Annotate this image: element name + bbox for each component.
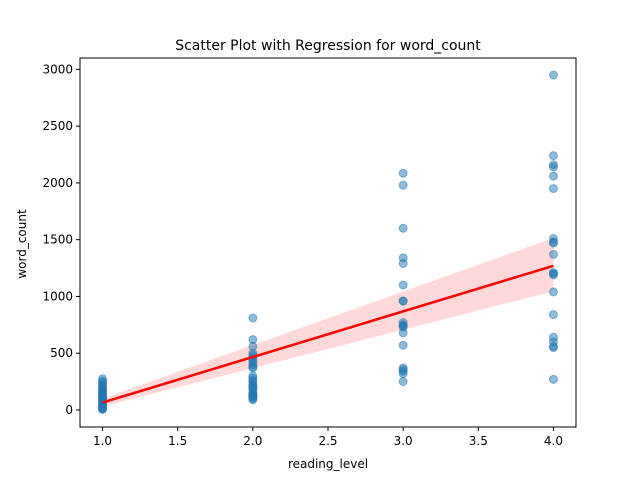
data-point bbox=[398, 180, 408, 190]
x-axis-ticks: 1.0 1.5 2.0 2.5 3.0 3.5 4.0 bbox=[93, 427, 563, 448]
data-point bbox=[248, 363, 258, 373]
x-tick-label: 2.5 bbox=[318, 434, 337, 448]
confidence-band bbox=[102, 237, 554, 407]
plot-frame bbox=[79, 57, 577, 428]
confidence-band-layer bbox=[102, 237, 554, 407]
data-point bbox=[548, 343, 558, 353]
data-point bbox=[398, 259, 408, 269]
data-point bbox=[398, 168, 408, 178]
y-tick-label: 1000 bbox=[42, 289, 73, 303]
data-point bbox=[398, 280, 408, 290]
x-tick-label: 3.5 bbox=[469, 434, 488, 448]
data-point bbox=[398, 223, 408, 233]
data-point bbox=[548, 249, 558, 259]
y-tick-label: 0 bbox=[65, 403, 73, 417]
y-axis-label: word_count bbox=[15, 209, 29, 279]
data-point bbox=[548, 70, 558, 80]
x-axis-label: reading_level bbox=[288, 457, 368, 471]
data-point bbox=[398, 296, 408, 306]
x-tick-label: 2.0 bbox=[243, 434, 262, 448]
x-tick-label: 1.5 bbox=[168, 434, 187, 448]
y-tick-label: 500 bbox=[50, 346, 73, 360]
regression-line bbox=[102, 264, 554, 404]
y-tick-label: 3000 bbox=[42, 62, 73, 76]
data-point bbox=[398, 377, 408, 387]
data-point bbox=[548, 270, 558, 280]
data-point bbox=[548, 151, 558, 161]
data-point bbox=[548, 184, 558, 194]
data-point bbox=[548, 171, 558, 181]
x-tick-label: 1.0 bbox=[93, 434, 112, 448]
data-point bbox=[248, 395, 258, 405]
data-point bbox=[548, 374, 558, 384]
data-point bbox=[548, 310, 558, 320]
y-tick-label: 1500 bbox=[42, 233, 73, 247]
data-point bbox=[548, 287, 558, 297]
data-point bbox=[248, 313, 258, 323]
data-points-layer bbox=[98, 70, 558, 414]
x-tick-label: 4.0 bbox=[544, 434, 563, 448]
data-point bbox=[398, 340, 408, 350]
data-point bbox=[548, 237, 558, 247]
chart-title: Scatter Plot with Regression for word_co… bbox=[175, 38, 481, 54]
data-point bbox=[548, 162, 558, 172]
data-point bbox=[98, 404, 108, 414]
y-tick-label: 2500 bbox=[42, 119, 73, 133]
x-tick-label: 3.0 bbox=[394, 434, 413, 448]
data-point bbox=[398, 369, 408, 379]
regression-line-layer bbox=[102, 264, 554, 404]
data-point bbox=[398, 322, 408, 332]
y-axis-ticks: 0 500 1000 1500 2000 2500 3000 bbox=[42, 62, 80, 417]
y-tick-label: 2000 bbox=[42, 176, 73, 190]
